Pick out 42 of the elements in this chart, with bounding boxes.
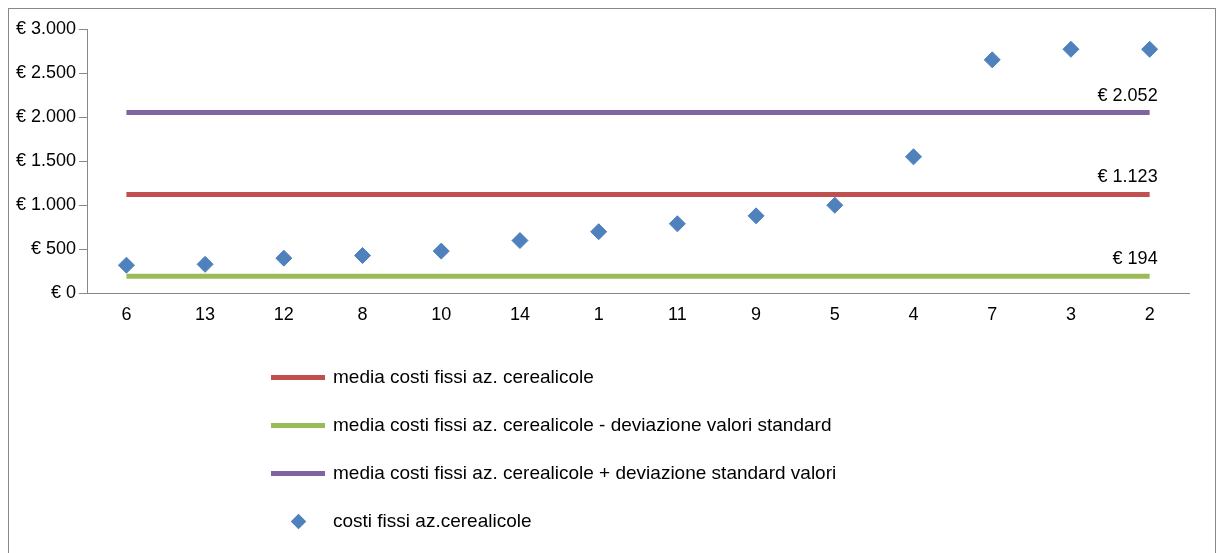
- point: [905, 148, 923, 166]
- y-tick-label: € 500: [31, 238, 77, 259]
- x-tick-label: 14: [509, 304, 530, 325]
- y-tick-label: € 3.000: [15, 17, 77, 38]
- y-tick-label: € 0: [51, 282, 77, 303]
- point: [196, 255, 214, 273]
- x-tick-label: 13: [195, 304, 216, 325]
- point: [1062, 40, 1080, 58]
- point: [432, 242, 450, 260]
- point: [1141, 40, 1159, 58]
- point: [983, 51, 1001, 69]
- legend-label: media costi fissi az. cerealicole - deviazione valori standard: [333, 414, 832, 436]
- point: [117, 256, 135, 274]
- point: [826, 196, 844, 214]
- point: [275, 249, 293, 267]
- y-tick-label: € 1.500: [15, 150, 77, 171]
- y-tick-label: € 1.000: [15, 194, 77, 215]
- point: [747, 207, 765, 225]
- legend-label: media costi fissi az. cerealicole + deviazione standard valori: [333, 462, 837, 484]
- y-tick-label: € 2.000: [15, 106, 77, 127]
- x-tick-label: 11: [668, 304, 687, 325]
- x-tick-label: 4: [908, 304, 919, 325]
- x-tick-label: 6: [121, 304, 132, 325]
- legend-label: media costi fissi az. cerealicole: [333, 366, 594, 388]
- point: [590, 223, 608, 241]
- point: [511, 232, 529, 250]
- x-tick-label: 2: [1144, 304, 1155, 325]
- x-tick-label: 10: [431, 304, 452, 325]
- x-tick-label: 7: [987, 304, 998, 325]
- legend-label: costi fissi az.cerealicole: [333, 510, 532, 532]
- x-tick-label: 3: [1065, 304, 1076, 325]
- point: [668, 215, 686, 233]
- x-tick-label: 9: [751, 304, 762, 325]
- data-label: € 1.123: [1097, 166, 1158, 187]
- x-tick-label: 1: [593, 304, 604, 325]
- x-tick-label: 5: [829, 304, 840, 325]
- data-label: € 194: [1112, 248, 1158, 269]
- y-tick-label: € 2.500: [15, 62, 77, 83]
- x-tick-label: 12: [273, 304, 294, 325]
- x-tick-label: 8: [357, 304, 368, 325]
- point: [354, 247, 372, 264]
- data-label: € 2.052: [1097, 84, 1158, 105]
